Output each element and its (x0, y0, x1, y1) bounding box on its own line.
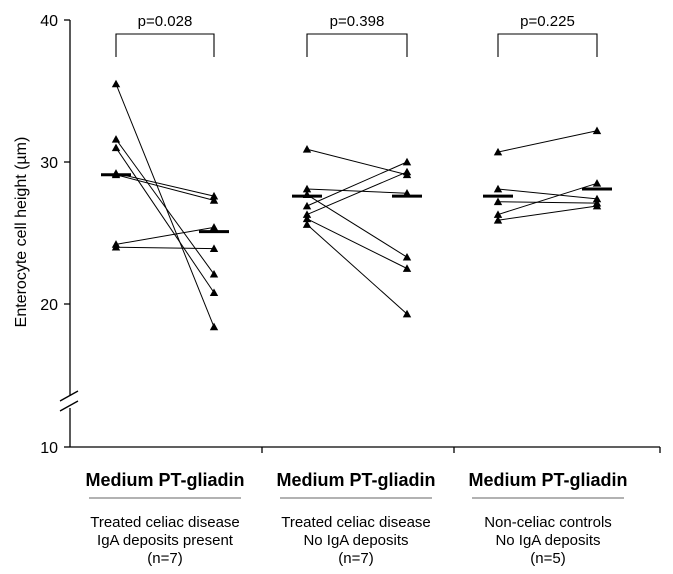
medium-point (493, 184, 503, 193)
gliadin-point (402, 309, 412, 318)
p-value-label: p=0.398 (330, 13, 385, 30)
gliadin-point (402, 167, 412, 176)
medium-point (493, 197, 503, 206)
gliadin-point (209, 223, 219, 231)
y-axis-break-mark (59, 400, 79, 412)
y-axis-label: Enterocyte cell height (µm) (13, 137, 30, 328)
significance-bracket (115, 33, 215, 57)
pair-line (115, 246, 215, 250)
condition-label-medium: Medium (468, 470, 541, 490)
gliadin-point (402, 252, 412, 261)
group-label-line: (n=5) (530, 550, 565, 567)
pair-line (306, 188, 408, 194)
group-label-line: Non-celiac controls (484, 514, 612, 531)
y-axis: 10 20 30 40 (40, 13, 79, 457)
group-label-line: Treated celiac disease (90, 514, 240, 531)
pair-line (306, 224, 408, 315)
gliadin-point (209, 191, 219, 200)
pair-line (115, 172, 215, 197)
y-tick-label: 30 (40, 155, 58, 172)
group-label-line: No IgA deposits (495, 532, 600, 549)
gliadin-point (209, 244, 219, 252)
pair-line (115, 147, 215, 293)
pair-line (115, 174, 215, 201)
medium-point (302, 220, 312, 228)
pair-line (115, 226, 215, 245)
pair-line (306, 171, 408, 215)
condition-label-medium: Medium (276, 470, 349, 490)
pair-line (306, 194, 408, 258)
pair-line (306, 161, 408, 207)
medium-point (111, 243, 121, 251)
pair-line (306, 218, 408, 269)
group-3: p=0.225 Medium PT-gliadin Non-celiac contr… (468, 13, 627, 567)
pair-line (115, 138, 215, 275)
pair-line (497, 130, 598, 153)
medium-point (493, 147, 503, 156)
p-value-label: p=0.225 (520, 13, 575, 30)
gliadin-point (402, 264, 412, 272)
gliadin-point (592, 126, 602, 135)
gliadin-point (592, 201, 602, 210)
medium-point (302, 214, 312, 223)
medium-point (302, 145, 312, 153)
group-label-line: Treated celiac disease (281, 514, 431, 531)
gliadin-point (209, 196, 219, 204)
condition-label-medium: Medium (85, 470, 158, 490)
y-tick-label: 10 (40, 440, 58, 457)
medium-point (111, 143, 121, 152)
medium-point (493, 210, 503, 218)
p-value-label: p=0.028 (138, 13, 193, 30)
pair-line (497, 205, 598, 221)
gliadin-point (209, 269, 219, 278)
group-2: p=0.398 Medium PT-gliadin Treated celiac d… (276, 13, 435, 567)
gliadin-point (209, 322, 219, 331)
medium-point (493, 216, 503, 224)
gliadin-point (592, 179, 602, 187)
pair-line (497, 201, 598, 204)
condition-labels: Medium PT-gliadin (85, 470, 244, 490)
significance-bracket (497, 33, 598, 57)
medium-point (111, 79, 121, 88)
groups-layer: p=0.028 Medium PT-gliadin Treated celiac d… (85, 13, 627, 567)
condition-labels: Medium PT-gliadin (468, 470, 627, 490)
group-1: p=0.028 Medium PT-gliadin Treated celiac d… (85, 13, 244, 567)
medium-point (302, 210, 312, 218)
condition-label-gliadin: PT-gliadin (542, 470, 628, 490)
condition-label-gliadin: PT-gliadin (159, 470, 245, 490)
pair-line (306, 148, 408, 176)
medium-point (111, 135, 121, 143)
x-axis (70, 446, 661, 453)
y-tick-label: 20 (40, 297, 58, 314)
y-tick-label: 40 (40, 13, 58, 30)
gliadin-point (209, 288, 219, 296)
group-label-line: (n=7) (338, 550, 373, 567)
medium-point (302, 201, 312, 210)
pair-line (497, 188, 598, 200)
condition-labels: Medium PT-gliadin (276, 470, 435, 490)
significance-bracket (306, 33, 408, 57)
gliadin-point (592, 194, 602, 203)
group-label-line: IgA deposits present (97, 532, 234, 549)
medium-point (302, 184, 312, 193)
pair-line (115, 83, 215, 328)
group-label-line: (n=7) (147, 550, 182, 567)
pair-line (497, 182, 598, 216)
y-axis-break-mark (59, 390, 79, 402)
group-label-line: No IgA deposits (303, 532, 408, 549)
condition-label-gliadin: PT-gliadin (350, 470, 436, 490)
gliadin-point (402, 157, 412, 166)
